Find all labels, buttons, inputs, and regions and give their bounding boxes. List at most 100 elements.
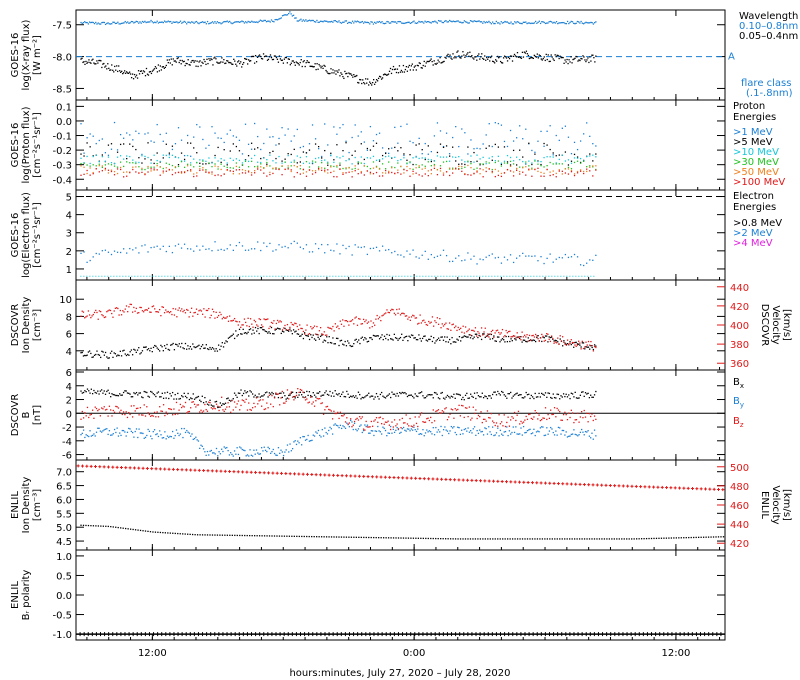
data-point xyxy=(535,56,537,58)
data-point xyxy=(592,396,594,398)
data-point xyxy=(116,168,119,170)
data-point xyxy=(223,159,225,161)
data-point xyxy=(316,536,318,538)
data-point xyxy=(344,421,347,423)
data-point xyxy=(413,337,415,339)
data-point xyxy=(269,54,272,56)
data-point xyxy=(135,148,137,151)
data-point xyxy=(534,434,536,437)
data-point xyxy=(414,65,416,67)
data-point xyxy=(125,71,128,73)
data-point xyxy=(219,62,221,64)
data-point xyxy=(446,430,449,432)
data-point xyxy=(339,395,342,398)
data-point xyxy=(141,72,144,75)
data-point xyxy=(392,393,394,395)
panel-dscovr-density-velocity xyxy=(75,279,726,371)
data-point xyxy=(551,428,553,430)
data-point xyxy=(281,390,283,393)
data-point xyxy=(531,149,533,152)
data-point xyxy=(378,75,381,78)
data-point xyxy=(591,344,593,347)
data-point xyxy=(329,341,332,344)
data-point xyxy=(333,159,335,161)
data-point xyxy=(291,60,293,62)
data-point xyxy=(219,22,221,24)
data-point xyxy=(136,77,139,79)
data-point xyxy=(549,148,551,151)
data-point xyxy=(389,67,392,70)
panel-dscovr-bfield xyxy=(75,369,726,461)
data-point xyxy=(270,452,272,454)
data-point xyxy=(366,341,368,343)
data-point xyxy=(101,66,103,69)
data-point xyxy=(92,171,94,174)
data-point xyxy=(440,392,442,394)
data-point xyxy=(318,63,320,66)
data-point xyxy=(556,393,558,395)
data-point xyxy=(287,153,289,155)
data-point xyxy=(269,152,271,154)
data-point xyxy=(205,248,207,251)
data-point xyxy=(384,429,387,432)
data-point xyxy=(396,22,398,24)
data-point xyxy=(124,70,126,72)
data-point xyxy=(311,439,313,442)
data-point xyxy=(477,330,479,333)
data-point xyxy=(267,396,269,398)
data-point xyxy=(310,396,312,398)
data-point xyxy=(535,412,538,414)
data-point xyxy=(170,311,172,313)
data-point xyxy=(569,416,571,419)
data-point xyxy=(331,392,334,394)
data-point xyxy=(129,351,131,353)
data-point xyxy=(111,64,113,66)
data-point xyxy=(445,341,447,343)
data-point xyxy=(257,396,259,398)
data-point xyxy=(499,341,501,343)
data-point xyxy=(108,357,110,359)
data-point xyxy=(562,429,565,432)
data-point xyxy=(110,525,112,528)
data-point xyxy=(101,155,103,158)
data-point xyxy=(111,393,113,395)
data-point xyxy=(194,21,196,23)
data-point xyxy=(110,170,113,173)
data-point xyxy=(138,157,140,159)
data-point xyxy=(86,137,88,139)
data-point xyxy=(106,311,108,313)
data-point xyxy=(447,538,449,540)
data-point xyxy=(238,21,241,23)
data-point xyxy=(222,450,224,453)
data-point xyxy=(587,57,589,59)
data-point xyxy=(262,395,264,397)
data-point xyxy=(211,452,214,454)
data-point xyxy=(479,168,481,170)
data-point xyxy=(174,172,177,174)
data-point xyxy=(525,340,527,343)
data-point xyxy=(360,170,362,173)
data-point xyxy=(508,393,511,395)
data-point xyxy=(528,169,530,171)
data-point xyxy=(511,340,513,342)
data-point xyxy=(403,168,405,171)
data-point xyxy=(593,429,596,431)
data-point xyxy=(452,20,454,22)
data-point xyxy=(252,329,254,331)
data-point xyxy=(148,413,151,416)
data-point xyxy=(330,68,332,70)
data-point xyxy=(250,391,252,393)
data-point xyxy=(343,536,345,538)
data-point xyxy=(202,21,204,23)
data-point xyxy=(570,20,572,23)
data-point xyxy=(579,59,581,62)
data-point xyxy=(196,175,198,177)
data-point xyxy=(433,167,436,170)
data-point xyxy=(357,163,359,165)
data-point xyxy=(230,320,232,322)
data-point xyxy=(430,416,432,419)
data-point xyxy=(272,322,274,324)
data-point xyxy=(482,57,484,60)
data-point xyxy=(165,162,167,164)
data-point xyxy=(288,330,290,332)
